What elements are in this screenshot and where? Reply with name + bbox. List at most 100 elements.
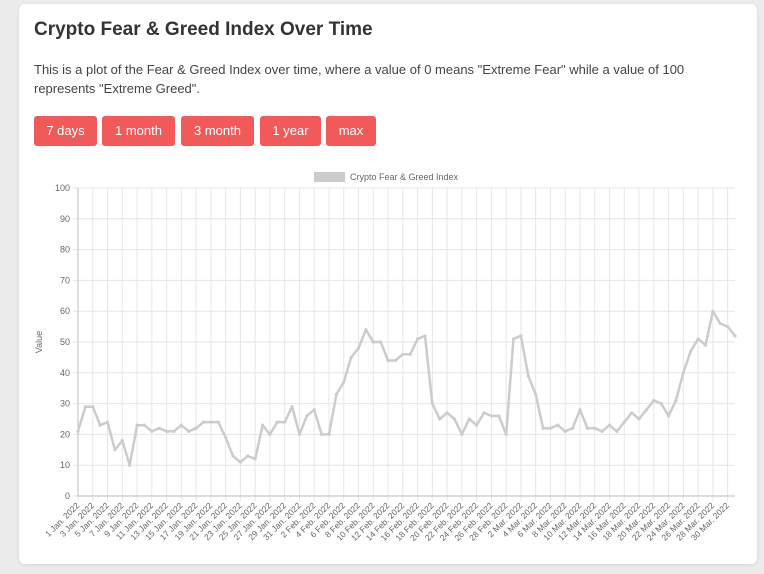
data-point [290, 405, 294, 409]
data-point [415, 337, 420, 341]
data-point [696, 337, 700, 341]
data-point [246, 454, 250, 458]
y-tick-label: 30 [60, 399, 70, 409]
data-point [556, 423, 560, 427]
data-point [275, 420, 279, 424]
data-point [607, 423, 612, 427]
range-7-days-button[interactable]: 7 days [34, 116, 97, 146]
data-point [711, 309, 715, 313]
data-point [563, 429, 567, 433]
data-point [615, 429, 619, 433]
legend-label: Crypto Fear & Greed Index [350, 172, 459, 182]
data-point [408, 352, 412, 356]
y-tick-label: 20 [60, 429, 70, 439]
data-point [305, 414, 309, 418]
data-point [659, 402, 663, 406]
y-tick-label: 50 [60, 337, 70, 347]
data-point [430, 402, 434, 406]
data-point [253, 457, 257, 461]
data-point [349, 355, 353, 359]
data-point [172, 429, 176, 433]
y-tick-label: 10 [60, 460, 70, 470]
data-point [652, 398, 656, 403]
y-tick-label: 60 [60, 306, 70, 316]
data-point [327, 432, 331, 436]
data-point [497, 414, 501, 418]
data-point [238, 460, 243, 464]
data-point [209, 420, 213, 424]
data-point [393, 358, 398, 363]
data-point [342, 380, 346, 384]
data-point [467, 417, 471, 421]
data-point [504, 432, 508, 436]
data-point [423, 334, 427, 338]
data-point [216, 420, 220, 424]
data-point [356, 346, 361, 350]
range-1-year-button[interactable]: 1 year [260, 116, 321, 146]
data-point [519, 334, 523, 338]
series-line [76, 309, 736, 467]
data-point [164, 429, 169, 433]
chart-card: Crypto Fear & Greed Index Over Time This… [19, 4, 757, 564]
range-1-month-button[interactable]: 1 month [102, 116, 175, 146]
legend-swatch [314, 172, 345, 182]
data-point [364, 328, 368, 332]
data-point [570, 426, 575, 430]
data-point [593, 426, 597, 430]
data-point [666, 414, 671, 418]
data-point [320, 432, 324, 436]
data-point [622, 420, 626, 424]
data-point [194, 426, 198, 430]
data-point [460, 432, 464, 436]
data-point [438, 417, 442, 421]
data-point [334, 392, 338, 396]
data-point [526, 374, 530, 378]
data-point [386, 358, 390, 363]
page-description: This is a plot of the Fear & Greed Index… [34, 62, 685, 96]
data-point [600, 429, 604, 433]
data-point [98, 423, 102, 427]
y-tick-label: 100 [55, 183, 70, 193]
data-point [142, 423, 147, 427]
range-3-month-button[interactable]: 3 month [181, 116, 254, 146]
data-point [150, 429, 154, 433]
data-point [260, 423, 265, 427]
range-max-button[interactable]: max [326, 116, 376, 146]
data-point [187, 429, 191, 433]
y-tick-label: 0 [65, 491, 70, 501]
data-point [120, 438, 124, 443]
data-point [718, 321, 722, 326]
data-point [224, 435, 228, 440]
data-point [637, 417, 641, 421]
data-point [83, 405, 87, 409]
data-point [371, 340, 375, 344]
data-point [113, 448, 117, 452]
data-point [482, 411, 486, 415]
data-point [703, 343, 708, 347]
data-point [489, 414, 493, 418]
data-point [283, 420, 287, 424]
data-point [630, 411, 634, 415]
data-point [475, 423, 479, 427]
data-point [511, 337, 516, 341]
y-tick-label: 90 [60, 214, 70, 224]
data-point [268, 432, 272, 436]
data-point [681, 371, 685, 375]
data-point [76, 429, 80, 433]
page-title: Crypto Fear & Greed Index Over Time [34, 19, 373, 40]
data-point [157, 426, 161, 430]
data-point [585, 426, 589, 430]
data-point [297, 432, 302, 436]
data-point [674, 398, 678, 403]
data-point [541, 426, 545, 430]
data-point [578, 408, 582, 412]
data-point [128, 463, 132, 467]
data-point [452, 417, 457, 421]
y-tick-label: 80 [60, 245, 70, 255]
data-point [534, 392, 538, 396]
y-tick-label: 70 [60, 275, 70, 285]
data-point [105, 420, 110, 424]
data-point [312, 408, 316, 412]
data-point [689, 349, 693, 353]
